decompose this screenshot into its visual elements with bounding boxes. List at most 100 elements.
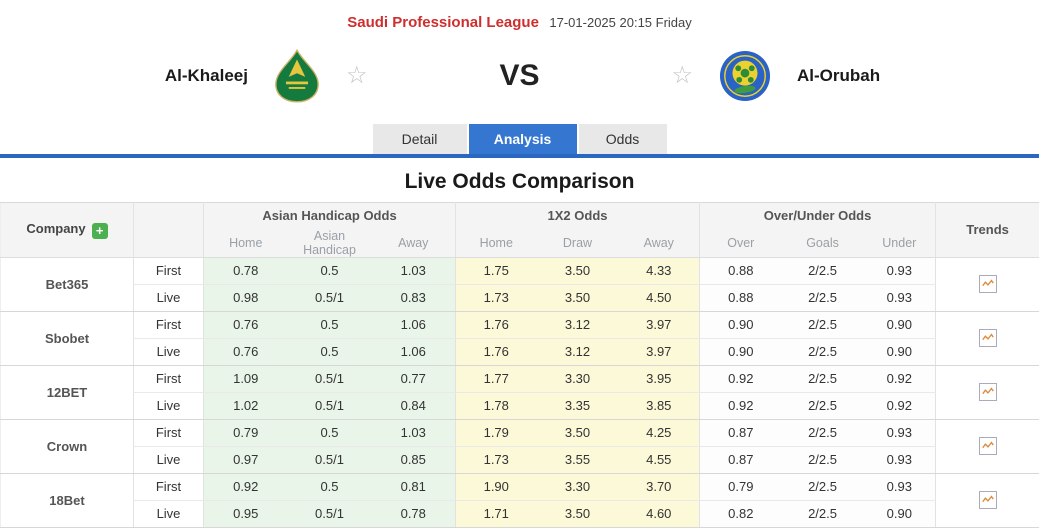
- tab-analysis[interactable]: Analysis: [468, 124, 577, 154]
- bookmaker-first-row: Bet365 First 0.78 0.5 1.03 1.75 3.50 4.3…: [0, 257, 1039, 312]
- ah-handicap-header: Asian Handicap: [287, 228, 372, 258]
- x12-group-header: 1X2 Odds: [454, 202, 700, 229]
- odds-cell-ou-goals: 2/2.5: [781, 419, 864, 447]
- bookmaker-live-row: Live 1.02 0.5/1 0.84 1.78 3.35 3.85 0.92…: [1, 392, 1039, 420]
- odds-cell-x12-draw: 3.12: [536, 311, 619, 339]
- home-team-name: Al-Khaleej: [164, 66, 248, 85]
- odds-cell-ou-over: 0.88: [699, 257, 782, 285]
- tabs-underline: [0, 154, 1039, 158]
- tab-odds[interactable]: Odds: [578, 124, 667, 154]
- odds-cell-ou-over: 0.87: [699, 446, 782, 474]
- add-company-button[interactable]: +: [91, 222, 108, 239]
- trend-chart-icon[interactable]: [978, 328, 997, 347]
- home-team-block: Al-Khaleej ☆: [0, 49, 410, 103]
- vs-label: VS: [499, 59, 540, 92]
- odds-table-body: Bet365 First 0.78 0.5 1.03 1.75 3.50 4.3…: [0, 257, 1039, 528]
- row-label-first: First: [133, 419, 204, 447]
- row-label-live: Live: [133, 392, 204, 420]
- odds-cell-ah-home: 0.76: [203, 338, 288, 366]
- odds-cell-ou-goals: 2/2.5: [781, 365, 864, 393]
- ou-goals-header: Goals: [781, 228, 864, 258]
- x12-draw-header: Draw: [536, 228, 619, 258]
- odds-cell-ou-over: 0.88: [699, 284, 782, 312]
- odds-cell-ou-under: 0.93: [863, 257, 936, 285]
- odds-cell-x12-away: 3.95: [618, 365, 700, 393]
- odds-cell-x12-draw: 3.50: [536, 500, 619, 528]
- over-under-group-header: Over/Under Odds: [699, 202, 936, 229]
- league-name: Saudi Professional League: [347, 14, 539, 31]
- row-label-live: Live: [133, 500, 204, 528]
- odds-cell-ou-under: 0.93: [863, 446, 936, 474]
- odds-cell-x12-home: 1.76: [455, 338, 537, 366]
- odds-cell-x12-draw: 3.55: [536, 446, 619, 474]
- odds-cell-ah-home: 0.92: [203, 473, 288, 501]
- bookmaker-name: Bet365: [0, 257, 134, 312]
- odds-cell-ah-away: 1.06: [371, 311, 456, 339]
- odds-cell-ah-handicap: 0.5/1: [287, 446, 372, 474]
- bookmaker-name: Crown: [0, 419, 134, 474]
- tab-detail[interactable]: Detail: [372, 124, 467, 154]
- bookmaker-name: 12BET: [0, 365, 134, 420]
- odds-cell-x12-away: 3.97: [618, 338, 700, 366]
- trend-chart-icon[interactable]: [978, 274, 997, 293]
- home-favorite-star-icon[interactable]: ☆: [345, 62, 368, 89]
- odds-cell-ah-home: 0.95: [203, 500, 288, 528]
- odds-cell-ah-away: 1.03: [371, 257, 456, 285]
- away-favorite-star-icon[interactable]: ☆: [671, 62, 694, 89]
- odds-cell-ou-under: 0.92: [863, 392, 936, 420]
- trend-chart-icon[interactable]: [978, 436, 997, 455]
- odds-cell-ou-under: 0.93: [863, 473, 936, 501]
- odds-cell-ah-handicap: 0.5/1: [287, 392, 372, 420]
- trends-cell: [935, 419, 1039, 474]
- odds-cell-ah-away: 0.77: [371, 365, 456, 393]
- odds-cell-ou-goals: 2/2.5: [781, 284, 864, 312]
- odds-cell-ah-away: 0.85: [371, 446, 456, 474]
- odds-cell-x12-away: 4.25: [618, 419, 700, 447]
- odds-cell-x12-home: 1.76: [455, 311, 537, 339]
- odds-cell-ou-goals: 2/2.5: [781, 338, 864, 366]
- odds-cell-ah-home: 1.02: [203, 392, 288, 420]
- row-type-column-header: [133, 202, 204, 258]
- asian-handicap-group-header: Asian Handicap Odds: [203, 202, 456, 229]
- odds-cell-x12-home: 1.79: [455, 419, 537, 447]
- odds-cell-ou-over: 0.92: [699, 365, 782, 393]
- odds-cell-ou-over: 0.79: [699, 473, 782, 501]
- odds-cell-ah-home: 0.98: [203, 284, 288, 312]
- trend-chart-icon[interactable]: [978, 382, 997, 401]
- odds-cell-x12-draw: 3.30: [536, 473, 619, 501]
- ah-home-header: Home: [203, 228, 288, 258]
- bookmaker-live-row: Live 0.76 0.5 1.06 1.76 3.12 3.97 0.90 2…: [1, 338, 1039, 366]
- odds-cell-ah-away: 0.78: [371, 500, 456, 528]
- odds-cell-ou-under: 0.90: [863, 338, 936, 366]
- odds-cell-ou-under: 0.92: [863, 365, 936, 393]
- odds-cell-x12-home: 1.71: [455, 500, 537, 528]
- bookmaker-live-row: Live 0.95 0.5/1 0.78 1.71 3.50 4.60 0.82…: [1, 500, 1039, 528]
- row-label-live: Live: [133, 284, 204, 312]
- odds-cell-ah-home: 0.79: [203, 419, 288, 447]
- odds-cell-x12-draw: 3.35: [536, 392, 619, 420]
- odds-cell-x12-away: 3.70: [618, 473, 700, 501]
- odds-cell-ou-goals: 2/2.5: [781, 311, 864, 339]
- odds-cell-x12-away: 4.50: [618, 284, 700, 312]
- odds-cell-ou-goals: 2/2.5: [781, 473, 864, 501]
- odds-cell-x12-away: 4.55: [618, 446, 700, 474]
- odds-cell-ah-handicap: 0.5: [287, 311, 372, 339]
- odds-cell-ou-goals: 2/2.5: [781, 500, 864, 528]
- odds-cell-ah-handicap: 0.5/1: [287, 365, 372, 393]
- bookmaker-name: 18Bet: [0, 473, 134, 528]
- company-column-header: Company +: [0, 202, 134, 258]
- odds-cell-ah-handicap: 0.5: [287, 257, 372, 285]
- odds-cell-ah-home: 0.76: [203, 311, 288, 339]
- odds-cell-ou-over: 0.90: [699, 338, 782, 366]
- odds-cell-ou-under: 0.90: [863, 500, 936, 528]
- away-team-name: Al-Orubah: [797, 66, 881, 85]
- odds-cell-x12-draw: 3.30: [536, 365, 619, 393]
- tabs-bar: Detail Analysis Odds: [0, 124, 1039, 154]
- trend-chart-icon[interactable]: [978, 490, 997, 509]
- odds-cell-ou-goals: 2/2.5: [781, 392, 864, 420]
- odds-cell-ah-handicap: 0.5/1: [287, 284, 372, 312]
- odds-cell-ah-handicap: 0.5: [287, 338, 372, 366]
- odds-cell-ou-under: 0.93: [863, 419, 936, 447]
- away-team-logo: [719, 50, 771, 102]
- odds-cell-ou-goals: 2/2.5: [781, 446, 864, 474]
